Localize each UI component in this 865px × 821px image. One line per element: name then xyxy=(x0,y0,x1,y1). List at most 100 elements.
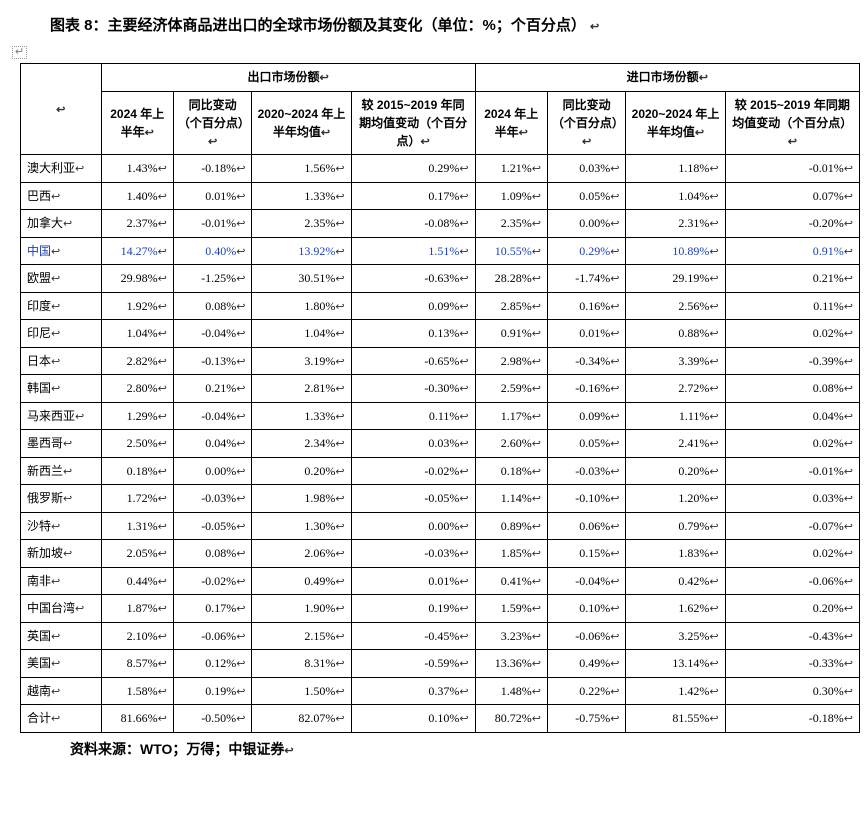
table-row: 沙特↩1.31%↩-0.05%↩1.30%↩0.00%↩0.89%↩0.06%↩… xyxy=(21,512,860,540)
header-import-group: 进口市场份额↩ xyxy=(475,64,859,92)
cell-value: 8.57%↩ xyxy=(101,650,173,678)
cell-value: 81.55%↩ xyxy=(626,705,725,733)
cell-value: 29.98%↩ xyxy=(101,265,173,293)
cell-value: 0.21%↩ xyxy=(725,265,859,293)
cell-value: -0.16%↩ xyxy=(547,375,626,403)
cell-value: 82.07%↩ xyxy=(252,705,351,733)
row-label: 墨西哥↩ xyxy=(21,430,102,458)
cell-value: 0.17%↩ xyxy=(173,595,252,623)
cell-value: 1.33%↩ xyxy=(252,402,351,430)
cell-value: 0.03%↩ xyxy=(725,485,859,513)
header-c6: 同比变动（个百分点）↩ xyxy=(547,91,626,155)
cell-value: 0.01%↩ xyxy=(547,320,626,348)
cell-value: 1.43%↩ xyxy=(101,155,173,183)
cell-value: 0.18%↩ xyxy=(101,457,173,485)
table-row: 越南↩1.58%↩0.19%↩1.50%↩0.37%↩1.48%↩0.22%↩1… xyxy=(21,677,860,705)
cell-value: 81.66%↩ xyxy=(101,705,173,733)
cell-value: 1.62%↩ xyxy=(626,595,725,623)
cell-value: 0.00%↩ xyxy=(173,457,252,485)
row-label: 英国↩ xyxy=(21,622,102,650)
cell-value: -1.74%↩ xyxy=(547,265,626,293)
cell-value: -0.10%↩ xyxy=(547,485,626,513)
cell-value: 2.85%↩ xyxy=(475,292,547,320)
header-c4: 较 2015~2019 年同期均值变动（个百分点）↩ xyxy=(351,91,475,155)
cell-value: 14.27%↩ xyxy=(101,237,173,265)
row-label: 越南↩ xyxy=(21,677,102,705)
row-label: 新西兰↩ xyxy=(21,457,102,485)
cell-value: 1.33%↩ xyxy=(252,182,351,210)
cell-value: -0.59%↩ xyxy=(351,650,475,678)
table-row: 南非↩0.44%↩-0.02%↩0.49%↩0.01%↩0.41%↩-0.04%… xyxy=(21,567,860,595)
cell-value: -0.01%↩ xyxy=(725,457,859,485)
cell-value: 0.20%↩ xyxy=(626,457,725,485)
cell-value: 0.19%↩ xyxy=(173,677,252,705)
cell-value: 2.15%↩ xyxy=(252,622,351,650)
cell-value: -0.08%↩ xyxy=(351,210,475,238)
cell-value: 1.72%↩ xyxy=(101,485,173,513)
header-c5: 2024 年上半年↩ xyxy=(475,91,547,155)
cell-value: 0.88%↩ xyxy=(626,320,725,348)
cell-value: 0.01%↩ xyxy=(351,567,475,595)
cell-value: 0.40%↩ xyxy=(173,237,252,265)
row-label: 沙特↩ xyxy=(21,512,102,540)
cell-value: 2.41%↩ xyxy=(626,430,725,458)
cell-value: 1.59%↩ xyxy=(475,595,547,623)
cell-value: -0.01%↩ xyxy=(173,210,252,238)
cell-value: 0.10%↩ xyxy=(351,705,475,733)
row-label: 俄罗斯↩ xyxy=(21,485,102,513)
cell-value: -0.43%↩ xyxy=(725,622,859,650)
table-body: 澳大利亚↩1.43%↩-0.18%↩1.56%↩0.29%↩1.21%↩0.03… xyxy=(21,155,860,733)
table-row: 加拿大↩2.37%↩-0.01%↩2.35%↩-0.08%↩2.35%↩0.00… xyxy=(21,210,860,238)
cell-value: 1.83%↩ xyxy=(626,540,725,568)
cell-value: 0.89%↩ xyxy=(475,512,547,540)
header-c2: 同比变动（个百分点）↩ xyxy=(173,91,252,155)
cell-value: 8.31%↩ xyxy=(252,650,351,678)
cell-value: -0.75%↩ xyxy=(547,705,626,733)
table-row: 墨西哥↩2.50%↩0.04%↩2.34%↩0.03%↩2.60%↩0.05%↩… xyxy=(21,430,860,458)
cell-value: -0.04%↩ xyxy=(173,320,252,348)
cell-value: -0.20%↩ xyxy=(725,210,859,238)
cell-value: -0.03%↩ xyxy=(173,485,252,513)
cell-value: 10.55%↩ xyxy=(475,237,547,265)
row-label: 新加坡↩ xyxy=(21,540,102,568)
cell-value: 0.02%↩ xyxy=(725,430,859,458)
cell-value: 0.01%↩ xyxy=(173,182,252,210)
table-row: 马来西亚↩1.29%↩-0.04%↩1.33%↩0.11%↩1.17%↩0.09… xyxy=(21,402,860,430)
cell-value: 1.21%↩ xyxy=(475,155,547,183)
cell-value: 2.59%↩ xyxy=(475,375,547,403)
cell-value: 1.98%↩ xyxy=(252,485,351,513)
cell-value: 0.08%↩ xyxy=(173,292,252,320)
cell-value: 2.56%↩ xyxy=(626,292,725,320)
cell-value: 1.92%↩ xyxy=(101,292,173,320)
table-row: 中国台湾↩1.87%↩0.17%↩1.90%↩0.19%↩1.59%↩0.10%… xyxy=(21,595,860,623)
row-label: 中国↩ xyxy=(21,237,102,265)
table-row: 美国↩8.57%↩0.12%↩8.31%↩-0.59%↩13.36%↩0.49%… xyxy=(21,650,860,678)
table-row: 日本↩2.82%↩-0.13%↩3.19%↩-0.65%↩2.98%↩-0.34… xyxy=(21,347,860,375)
table-row: 澳大利亚↩1.43%↩-0.18%↩1.56%↩0.29%↩1.21%↩0.03… xyxy=(21,155,860,183)
row-label: 加拿大↩ xyxy=(21,210,102,238)
cell-value: 10.89%↩ xyxy=(626,237,725,265)
cell-value: 0.18%↩ xyxy=(475,457,547,485)
cell-value: -0.05%↩ xyxy=(351,485,475,513)
row-label: 马来西亚↩ xyxy=(21,402,102,430)
cell-value: 0.05%↩ xyxy=(547,182,626,210)
title-endmark: ↩ xyxy=(590,21,599,33)
cell-value: 1.56%↩ xyxy=(252,155,351,183)
cell-value: 2.35%↩ xyxy=(252,210,351,238)
cell-value: 28.28%↩ xyxy=(475,265,547,293)
cell-value: 0.06%↩ xyxy=(547,512,626,540)
cell-value: -0.04%↩ xyxy=(547,567,626,595)
header-c7: 2020~2024 年上半年均值↩ xyxy=(626,91,725,155)
cell-value: 13.36%↩ xyxy=(475,650,547,678)
table-row: 合计↩81.66%↩-0.50%↩82.07%↩0.10%↩80.72%↩-0.… xyxy=(21,705,860,733)
cell-value: 0.04%↩ xyxy=(725,402,859,430)
cell-value: -0.45%↩ xyxy=(351,622,475,650)
cell-value: 0.03%↩ xyxy=(351,430,475,458)
cell-value: -0.03%↩ xyxy=(547,457,626,485)
cell-value: 2.72%↩ xyxy=(626,375,725,403)
share-table: ↩ 出口市场份额↩ 进口市场份额↩ 2024 年上半年↩ 同比变动（个百分点）↩… xyxy=(20,63,860,733)
cell-value: 1.90%↩ xyxy=(252,595,351,623)
cell-value: -0.06%↩ xyxy=(173,622,252,650)
row-label: 美国↩ xyxy=(21,650,102,678)
cell-value: 2.37%↩ xyxy=(101,210,173,238)
